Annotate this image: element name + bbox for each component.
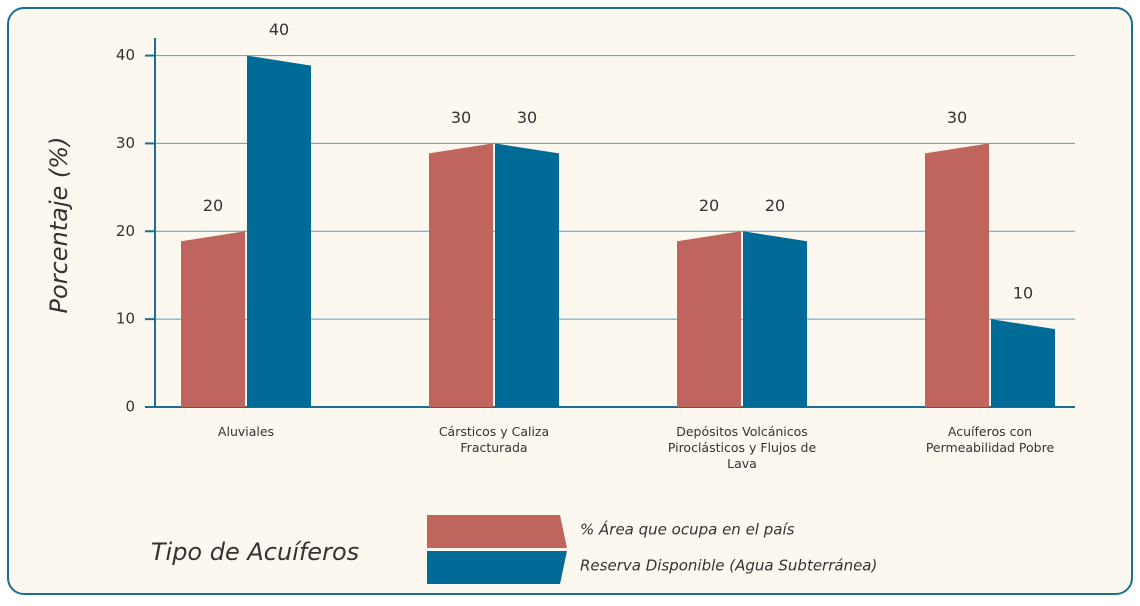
bar	[743, 231, 807, 407]
value-label: 20	[203, 196, 223, 215]
x-tick-label: Aluviales	[217, 424, 275, 439]
x-tick-label: Depósitos Volcánicos Piroclásticos y Flu…	[667, 424, 817, 471]
x-tick-label: Acuíferos con Permeabilidad Pobre	[925, 424, 1055, 455]
y-tick-label: 20	[116, 222, 135, 240]
y-tick-label: 0	[125, 398, 135, 416]
value-label: 20	[765, 196, 785, 215]
x-tick-label: Cársticos y Caliza Fracturada	[438, 424, 550, 455]
x-axis-label: Tipo de Acuíferos	[151, 538, 359, 566]
bar	[677, 231, 741, 407]
value-label: 30	[517, 108, 537, 127]
value-label: 20	[699, 196, 719, 215]
bar	[925, 143, 989, 407]
legend-swatch	[427, 515, 567, 548]
y-axis-label: Porcentaje (%)	[45, 137, 73, 314]
value-label: 30	[451, 108, 471, 127]
legend-label: Reserva Disponible (Agua Subterránea)	[580, 557, 877, 575]
value-label: 10	[1013, 284, 1033, 303]
bar	[181, 231, 245, 407]
y-tick-label: 40	[116, 46, 135, 64]
value-label: 30	[947, 108, 967, 127]
bar	[247, 55, 311, 407]
legend-label: % Área que ocupa en el país	[580, 520, 795, 539]
value-label: 40	[269, 20, 289, 39]
y-tick-label: 30	[116, 134, 135, 152]
legend-swatch	[427, 551, 567, 584]
y-tick-label: 10	[116, 310, 135, 328]
bar	[429, 143, 493, 407]
bar	[991, 319, 1055, 407]
bar	[495, 143, 559, 407]
